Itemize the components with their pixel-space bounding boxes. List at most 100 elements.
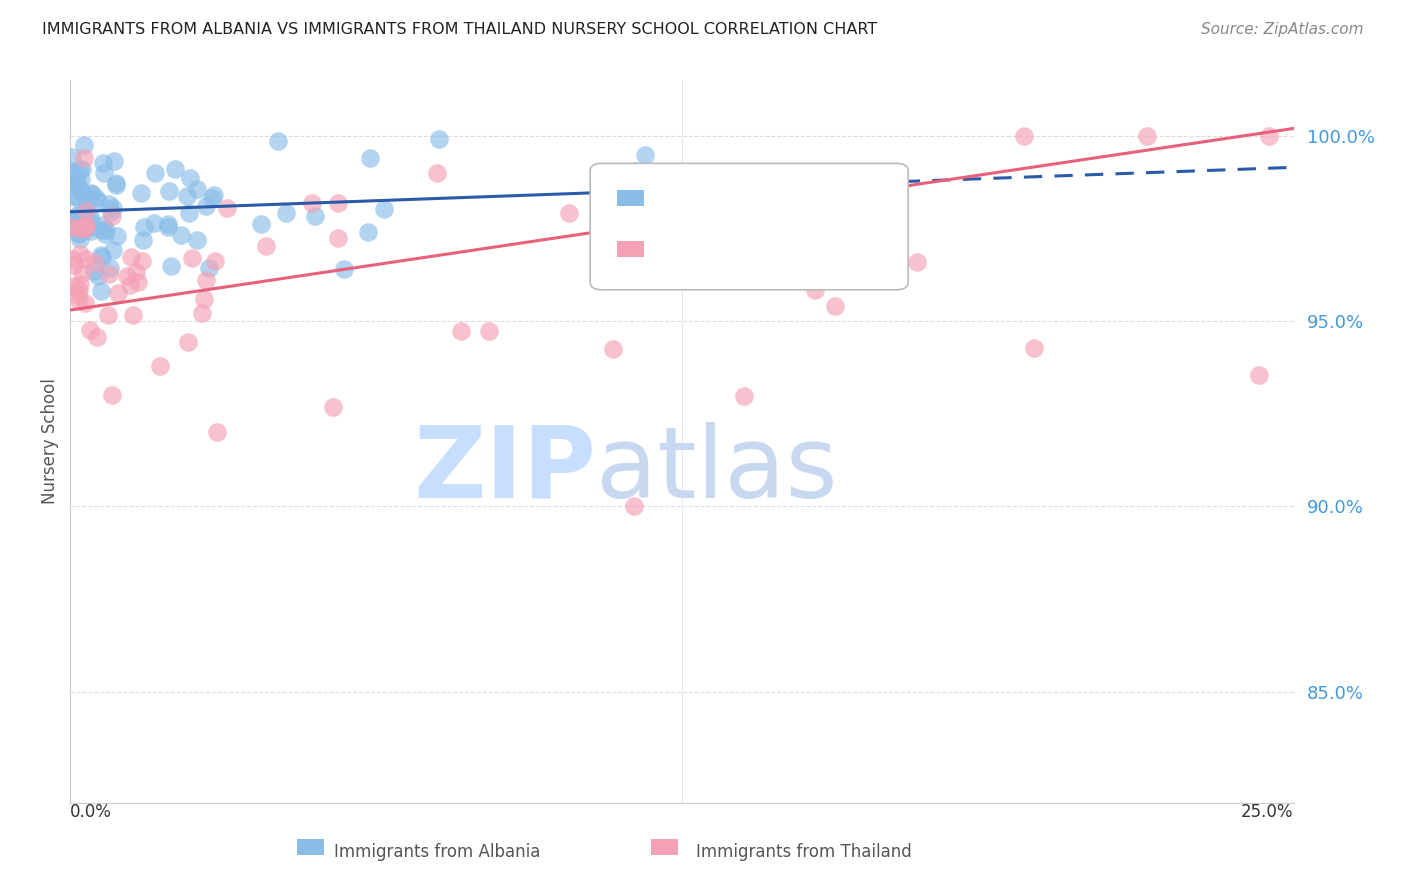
- Point: [73, 206, 96, 220]
- Point: [160, 259, 183, 273]
- Point: [70, 172, 93, 186]
- Point: [1258, 128, 1281, 143]
- Point: [101, 202, 124, 216]
- Point: [90, 248, 112, 262]
- Point: [98, 197, 121, 211]
- Text: Immigrants from Albania: Immigrants from Albania: [335, 843, 540, 861]
- Point: [131, 254, 153, 268]
- Point: [97, 267, 120, 281]
- Bar: [651, 838, 678, 855]
- Point: [80, 224, 103, 238]
- Point: [97, 309, 120, 323]
- Point: [80, 186, 103, 201]
- Point: [66, 226, 89, 240]
- Point: [127, 275, 149, 289]
- Point: [101, 209, 124, 223]
- Point: [91, 222, 114, 236]
- Point: [59, 219, 82, 234]
- Y-axis label: Nursery School: Nursery School: [41, 378, 59, 505]
- Point: [98, 261, 121, 276]
- Point: [132, 219, 155, 234]
- Point: [69, 277, 91, 291]
- Point: [195, 199, 218, 213]
- Point: [115, 268, 138, 283]
- Point: [104, 178, 127, 192]
- Point: [425, 166, 447, 180]
- Point: [157, 184, 180, 198]
- Point: [91, 219, 114, 233]
- Point: [70, 202, 93, 217]
- Point: [156, 219, 179, 234]
- Point: [94, 227, 117, 241]
- Point: [73, 137, 96, 152]
- Point: [70, 266, 93, 280]
- Point: [76, 219, 98, 233]
- Text: IMMIGRANTS FROM ALBANIA VS IMMIGRANTS FROM THAILAND NURSERY SCHOOL CORRELATION C: IMMIGRANTS FROM ALBANIA VS IMMIGRANTS FR…: [42, 22, 877, 37]
- Point: [602, 343, 624, 357]
- Point: [79, 219, 101, 234]
- Point: [67, 293, 90, 308]
- Point: [557, 206, 579, 220]
- Point: [66, 174, 89, 188]
- Point: [197, 261, 219, 276]
- Point: [181, 252, 204, 266]
- Text: 64: 64: [825, 239, 852, 258]
- Point: [373, 202, 395, 217]
- Bar: [617, 190, 644, 206]
- Point: [205, 425, 228, 440]
- Point: [356, 225, 378, 239]
- Point: [73, 151, 96, 165]
- Point: [142, 216, 165, 230]
- Point: [84, 191, 107, 205]
- Point: [87, 194, 110, 208]
- Point: [624, 164, 647, 178]
- Point: [80, 214, 103, 228]
- Point: [450, 324, 472, 338]
- Point: [73, 219, 96, 234]
- Bar: [297, 838, 323, 855]
- Point: [100, 205, 122, 219]
- Point: [478, 324, 501, 338]
- Point: [101, 243, 124, 257]
- Text: 0.205: 0.205: [709, 239, 770, 258]
- Point: [132, 233, 155, 247]
- Point: [328, 195, 350, 210]
- Bar: [617, 241, 644, 257]
- Point: [73, 296, 96, 310]
- FancyBboxPatch shape: [591, 163, 908, 290]
- Point: [121, 308, 143, 322]
- Point: [276, 206, 298, 220]
- Text: N =: N =: [780, 189, 820, 207]
- Point: [201, 191, 224, 205]
- Point: [1014, 128, 1036, 143]
- Point: [186, 233, 208, 247]
- Point: [267, 134, 290, 148]
- Point: [73, 222, 96, 236]
- Text: R =: R =: [661, 240, 700, 258]
- Point: [105, 176, 128, 190]
- Text: ZIP: ZIP: [413, 422, 596, 519]
- Point: [94, 223, 117, 237]
- Point: [333, 261, 356, 276]
- Point: [427, 132, 450, 146]
- Point: [250, 217, 273, 231]
- Point: [79, 210, 101, 224]
- Point: [59, 166, 82, 180]
- Point: [804, 283, 827, 297]
- Point: [359, 151, 381, 165]
- Point: [76, 194, 98, 209]
- Point: [194, 273, 217, 287]
- Text: Source: ZipAtlas.com: Source: ZipAtlas.com: [1201, 22, 1364, 37]
- Point: [63, 213, 86, 227]
- Point: [143, 166, 166, 180]
- Point: [73, 222, 96, 236]
- Point: [91, 156, 114, 170]
- Point: [67, 208, 90, 222]
- Point: [886, 264, 908, 278]
- Point: [905, 255, 928, 269]
- Point: [90, 250, 112, 264]
- Point: [301, 195, 323, 210]
- Point: [107, 285, 129, 300]
- Text: 96: 96: [825, 188, 852, 208]
- Point: [75, 219, 97, 234]
